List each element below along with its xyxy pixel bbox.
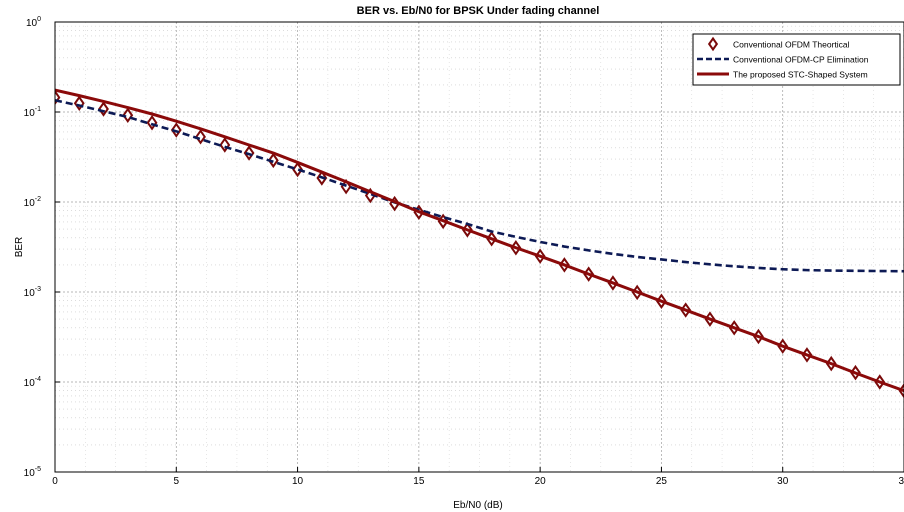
series-layer	[55, 88, 904, 399]
x-tick-label: 0	[52, 476, 58, 487]
y-axis-label: BER	[14, 237, 25, 258]
y-tick-label: 100	[26, 16, 41, 29]
data-point	[219, 137, 231, 153]
data-point	[267, 152, 279, 169]
x-tick-label: 30	[777, 476, 789, 487]
legend-swatch	[707, 36, 719, 52]
x-tick-label: 10	[292, 476, 304, 487]
data-point	[292, 161, 303, 178]
series-3	[55, 88, 904, 393]
x-tick-label: 35	[898, 476, 904, 487]
y-tick-label: 10-5	[24, 466, 41, 479]
legend-label: Conventional OFDM-CP Elimination	[733, 55, 869, 65]
plot-frame	[54, 21, 904, 473]
solid-series-line	[55, 88, 904, 393]
legend-label: The proposed STC-Shaped System	[733, 70, 868, 80]
legend: Conventional OFDM Theortical Conventional…	[692, 33, 901, 86]
axis-ticks: 0 5 10 15 20 25 30 35 100 10-1 10-2 10-3 10-4 10-5	[24, 16, 904, 487]
x-tick-label: 25	[656, 476, 668, 487]
chart-title: BER vs. Eb/N0 for BPSK Under fading chan…	[357, 5, 600, 17]
data-point	[98, 101, 109, 117]
y-tick-label: 10-2	[24, 196, 41, 209]
y-tick-label: 10-3	[24, 286, 41, 299]
grid-lines	[54, 21, 904, 473]
dashed-series-line	[55, 98, 904, 273]
x-tick-label: 20	[535, 476, 547, 487]
data-point	[195, 129, 206, 145]
y-tick-label: 10-4	[24, 376, 41, 389]
series-2	[55, 98, 904, 273]
x-tick-label: 15	[413, 476, 425, 487]
x-tick-label: 5	[174, 476, 180, 487]
x-axis-label: Eb/N0 (dB)	[453, 500, 502, 511]
data-point	[146, 114, 158, 131]
legend-label: Conventional OFDM Theortical	[733, 40, 850, 50]
y-tick-label: 10-1	[24, 106, 41, 119]
